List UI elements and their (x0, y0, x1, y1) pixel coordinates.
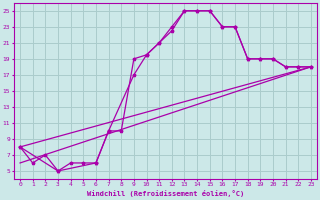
X-axis label: Windchill (Refroidissement éolien,°C): Windchill (Refroidissement éolien,°C) (87, 190, 244, 197)
